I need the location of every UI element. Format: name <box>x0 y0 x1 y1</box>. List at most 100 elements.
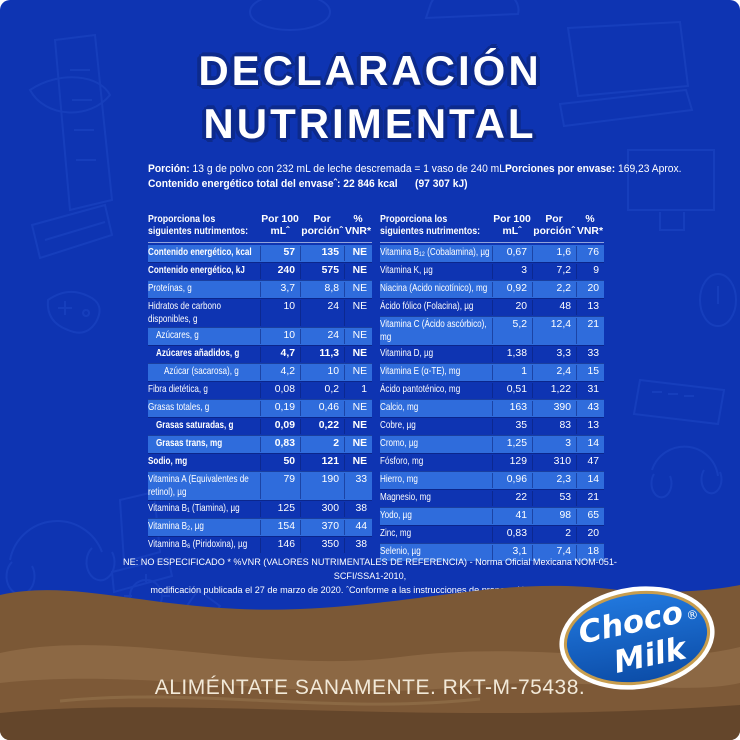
table-row: Yodo, µg 41 98 65 <box>380 506 604 525</box>
table-row: Fósforo, mg 129 310 47 <box>380 452 604 471</box>
table-header: Proporciona los siguientes nutrimentos: … <box>380 214 604 243</box>
cloche-icon <box>424 0 520 20</box>
nutrient-name: Grasas trans, mg <box>156 437 223 449</box>
table-row: Grasas trans, mg 0,83 2 NE <box>148 434 372 453</box>
nutrient-name: Contenido energético, kJ <box>148 264 245 276</box>
value-per-100ml: 163 <box>492 400 532 416</box>
nutrient-name: Sodio, mg <box>148 455 188 467</box>
nutrient-name: Grasas totales, g <box>148 401 210 413</box>
table-row: Cromo, µg 1,25 3 14 <box>380 434 604 453</box>
value-vnr-percent: NE <box>344 364 372 380</box>
value-vnr-percent: 14 <box>576 436 604 452</box>
value-per-100ml: 146 <box>260 537 300 553</box>
nutrient-name: Cobre, µg <box>380 419 416 431</box>
header-vnr: % VNR* <box>345 214 371 237</box>
value-per-100ml: 0,08 <box>260 382 300 398</box>
value-per-100ml: 3,7 <box>260 281 300 297</box>
value-per-portion: 390 <box>532 400 576 416</box>
table-row: Vitamina B₆ (Piridoxina), µg 146 350 38 <box>148 535 372 554</box>
header-nutrients: Proporciona los siguientes nutrimentos: <box>148 214 249 237</box>
value-vnr-percent: 20 <box>576 281 604 297</box>
value-per-portion: 190 <box>300 472 344 499</box>
value-vnr-percent: 13 <box>576 299 604 315</box>
headset-icon <box>650 445 723 499</box>
table-row: Contenido energético, kJ 240 575 NE <box>148 261 372 280</box>
table-row: Hierro, mg 0,96 2,3 14 <box>380 470 604 489</box>
table-row: Grasas saturadas, g 0,09 0,22 NE <box>148 416 372 435</box>
value-per-portion: 48 <box>532 299 576 315</box>
nutrition-table-right: Proporciona los siguientes nutrimentos: … <box>380 214 604 561</box>
value-vnr-percent: NE <box>344 263 372 279</box>
value-per-100ml: 0,92 <box>492 281 532 297</box>
table-row: Zinc, mg 0,83 2 20 <box>380 524 604 543</box>
nutrient-name: Fósforo, mg <box>380 455 424 467</box>
table-row: Vitamina E (α-TE), mg 1 2,4 15 <box>380 362 604 381</box>
nutrient-name: Vitamina D, µg <box>380 347 434 359</box>
value-per-portion: 10 <box>300 364 344 380</box>
keyboard-icon <box>632 378 726 426</box>
logo-gold-ring <box>563 590 711 686</box>
nutrient-name: Contenido energético, kcal <box>148 246 252 258</box>
console-icon <box>28 76 112 114</box>
table-row: Vitamina K, µg 3 7,2 9 <box>380 261 604 280</box>
value-per-100ml: 4,7 <box>260 346 300 362</box>
table-row: Vitamina B₁ (Tiamina), µg 125 300 38 <box>148 499 372 518</box>
grater-icon <box>53 33 114 212</box>
value-per-portion: 7,4 <box>532 544 576 560</box>
value-vnr-percent: NE <box>344 245 372 261</box>
nutrient-name: Vitamina E (α-TE), mg <box>380 365 461 377</box>
value-vnr-percent: 43 <box>576 400 604 416</box>
table-row: Azúcares añadidos, g 4,7 11,3 NE <box>148 344 372 363</box>
value-per-100ml: 0,83 <box>260 436 300 452</box>
nutrient-name: Hierro, mg <box>380 473 418 485</box>
value-per-100ml: 0,09 <box>260 418 300 434</box>
value-vnr-percent: 18 <box>576 544 604 560</box>
nutrient-name: Magnesio, mg <box>380 491 431 503</box>
value-per-portion: 3,3 <box>532 346 576 362</box>
value-per-100ml: 41 <box>492 508 532 524</box>
table-row: Vitamina B₁₂ (Cobalamina), µg 0,67 1,6 7… <box>380 244 604 262</box>
value-vnr-percent: 33 <box>344 472 372 499</box>
value-per-portion: 1,6 <box>532 245 576 261</box>
nutrition-tables: Proporciona los siguientes nutrimentos: … <box>148 214 604 561</box>
table-row: Ácido fólico (Folacina), µg 20 48 13 <box>380 297 604 316</box>
value-per-portion: 0,46 <box>300 400 344 416</box>
table-row: Ácido pantoténico, mg 0,51 1,22 31 <box>380 380 604 399</box>
table-row: Niacina (Acido nicotínico), mg 0,92 2,2 … <box>380 279 604 298</box>
value-per-100ml: 0,83 <box>492 526 532 542</box>
total-energy-row: Contenido energético total del envaseˆ: … <box>148 178 468 191</box>
header-vnr: % VNR* <box>577 214 603 237</box>
value-vnr-percent: NE <box>344 281 372 297</box>
value-per-portion: 83 <box>532 418 576 434</box>
nutrient-name: Ácido fólico (Folacina), µg <box>380 300 474 312</box>
value-per-100ml: 3,1 <box>492 544 532 560</box>
header-per-100ml: Por 100 mLˆ <box>493 214 531 237</box>
nutrient-name: Vitamina B₂, µg <box>148 520 204 532</box>
table-row: Cobre, µg 35 83 13 <box>380 416 604 435</box>
portion-row: Porción: 13 g de polvo con 232 mL de lec… <box>148 162 681 177</box>
footnote: NE: NO ESPECIFICADO * %VNR (VALORES NUTR… <box>123 556 617 598</box>
value-per-100ml: 0,19 <box>260 400 300 416</box>
value-per-portion: 2 <box>300 436 344 452</box>
nutrient-name: Azúcares, g <box>156 329 199 341</box>
table-row: Azúcar (sacarosa), g 4,2 10 NE <box>148 362 372 381</box>
nutrient-name: Azúcares añadidos, g <box>156 347 240 359</box>
value-per-100ml: 129 <box>492 454 532 470</box>
value-per-100ml: 1,25 <box>492 436 532 452</box>
value-per-100ml: 79 <box>260 472 300 499</box>
value-per-100ml: 4,2 <box>260 364 300 380</box>
value-vnr-percent: 21 <box>576 490 604 506</box>
value-per-portion: 1,22 <box>532 382 576 398</box>
nutrient-name: Niacina (Acido nicotínico), mg <box>380 282 488 294</box>
nutrient-name: Cromo, µg <box>380 437 419 449</box>
nutrient-name: Vitamina B₁ (Tiamina), µg <box>148 502 240 514</box>
serving-info: Porción: 13 g de polvo con 232 mL de lec… <box>148 162 681 193</box>
value-vnr-percent: 76 <box>576 245 604 261</box>
footnote-line-2: modificación publicada el 27 de marzo de… <box>150 584 590 596</box>
value-vnr-percent: NE <box>344 418 372 434</box>
value-per-portion: 8,8 <box>300 281 344 297</box>
nutrient-name: Vitamina B₆ (Piridoxina), µg <box>148 538 248 550</box>
nutrient-name: Yodo, µg <box>380 509 412 521</box>
value-per-100ml: 22 <box>492 490 532 506</box>
value-per-portion: 2,3 <box>532 472 576 488</box>
